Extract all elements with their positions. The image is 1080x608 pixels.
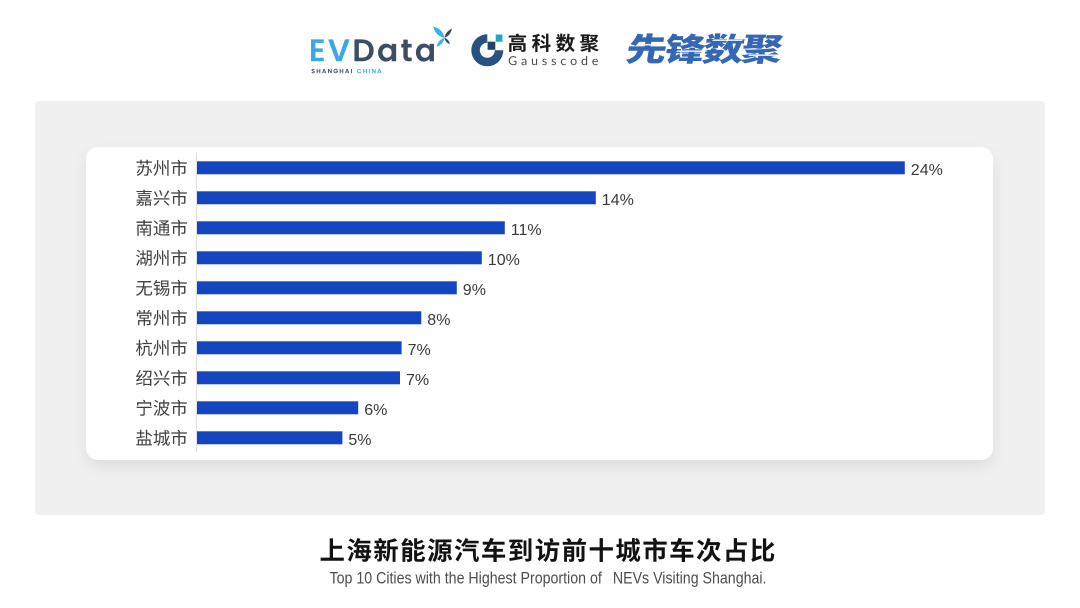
svg-text:5%: 5% [348,432,371,449]
svg-text:6%: 6% [364,402,387,419]
svg-text:10%: 10% [488,252,520,269]
svg-text:7%: 7% [406,372,429,389]
svg-text:9%: 9% [463,282,486,299]
svg-text:Top 10 Cities with the Highest: Top 10 Cities with the Highest Proportio… [330,570,767,588]
svg-text:24%: 24% [911,162,943,179]
svg-text:8%: 8% [427,312,450,329]
svg-text:11%: 11% [511,222,542,239]
svg-text:14%: 14% [602,192,634,209]
svg-text:7%: 7% [408,342,431,359]
